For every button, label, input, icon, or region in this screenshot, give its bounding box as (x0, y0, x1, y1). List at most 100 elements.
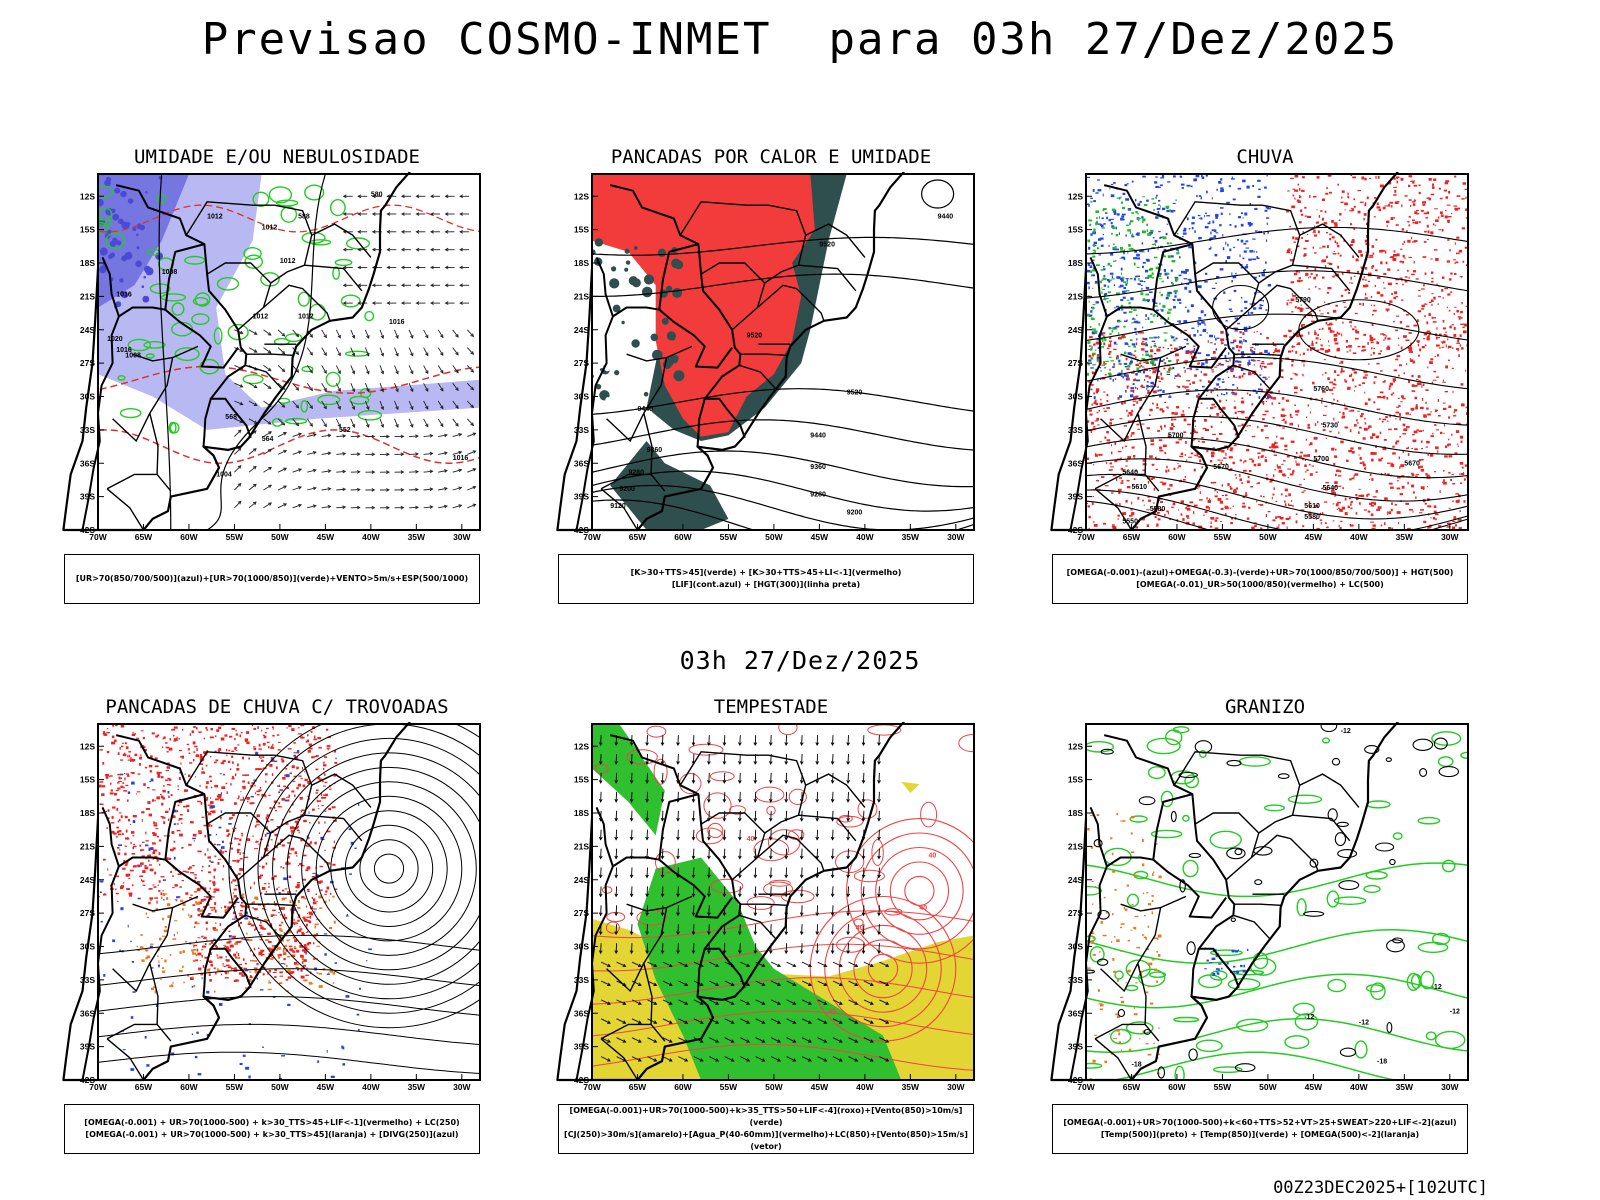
red-speckle (242, 785, 246, 789)
k-tts-blob (614, 370, 620, 376)
omega-red-speckle (1164, 362, 1167, 365)
wind-vector (467, 432, 476, 438)
omega-red-speckle (1442, 319, 1445, 323)
omega-red-speckle (1334, 383, 1337, 386)
omega-red-speckle (1141, 342, 1143, 345)
omega-blue-speckle (1100, 224, 1104, 228)
omega-blue-speckle (1136, 233, 1140, 236)
omega-red-speckle (1329, 191, 1332, 194)
omega-red-speckle (1460, 440, 1463, 443)
omega-blue-speckle (1202, 329, 1206, 332)
omega-red-speckle (1313, 437, 1318, 440)
omega-red-speckle (1362, 437, 1366, 440)
omega-blue-speckle (1124, 342, 1128, 345)
wind-vector (335, 382, 341, 392)
contour-label: 9440 (938, 214, 954, 221)
omega-red-speckle (1276, 435, 1278, 438)
omega-red-speckle (1302, 231, 1304, 234)
low-level-humidity-contour (243, 246, 262, 260)
omega-blue-speckle (1125, 198, 1130, 201)
omega-red-speckle (1246, 444, 1250, 447)
red-speckle (203, 898, 207, 901)
omega-red-speckle (1289, 259, 1294, 262)
red-speckle (201, 935, 204, 938)
omega-red-speckle (1415, 278, 1419, 280)
omega-blue-speckle (1232, 384, 1235, 386)
omega-red-speckle (1426, 197, 1431, 199)
omega-blue-speckle (1231, 347, 1235, 350)
wind-vector-head (380, 370, 385, 375)
red-speckle (309, 747, 313, 750)
omega-red-speckle (1286, 302, 1289, 306)
omega-green-speckle (1163, 255, 1166, 258)
omega-blue-speckle (1166, 209, 1170, 213)
omega-red-speckle (1179, 455, 1184, 458)
omega-blue-speckle (1220, 212, 1223, 215)
red-speckle (311, 906, 314, 909)
omega-red-speckle (1369, 473, 1372, 477)
uhr-blob (127, 222, 131, 226)
wind-vector (452, 433, 462, 438)
red-speckle (253, 727, 257, 730)
red-speckle (171, 728, 176, 731)
omega-blue-speckle (1265, 239, 1268, 242)
omega-red-speckle (1094, 420, 1098, 422)
omega-red-speckle (1160, 372, 1162, 375)
omega-red-speckle (1341, 506, 1346, 510)
omega-red-speckle (1414, 211, 1418, 214)
red-speckle (122, 753, 127, 757)
wind-vector-head (356, 487, 361, 492)
red-speckle (123, 860, 125, 863)
omega-red-speckle (1163, 359, 1165, 361)
red-speckle (213, 891, 216, 893)
wind-vector-head (458, 450, 463, 455)
omega-blue-speckle (1252, 185, 1255, 187)
red-speckle (201, 954, 203, 958)
red-speckle (294, 757, 299, 760)
red-speckle (108, 874, 113, 876)
omega-blue-speckle (1252, 258, 1257, 261)
omega-red-speckle (1208, 499, 1211, 502)
wind-vector (234, 501, 242, 509)
omega-red-speckle (1330, 323, 1334, 325)
omega-red-speckle (1342, 321, 1344, 324)
red-speckle (237, 763, 239, 767)
omega-blue-speckle (1115, 248, 1119, 251)
omega-green-speckle (1094, 330, 1098, 333)
wind-vector-head (459, 230, 463, 234)
lat-tick-label: 27S (80, 358, 95, 368)
omega-red-speckle (1292, 372, 1294, 374)
wind-vector (379, 400, 384, 410)
omega-red-speckle (1233, 489, 1237, 491)
red-speckle (308, 843, 311, 846)
omega-red-speckle (1455, 261, 1459, 264)
omega-red-speckle (1214, 488, 1217, 492)
red-speckle (284, 888, 288, 890)
red-speckle (168, 857, 171, 860)
omega-red-speckle (1089, 336, 1093, 339)
uhr-blob (144, 265, 151, 273)
omega-red-speckle (1399, 418, 1401, 421)
omega-red-speckle (1141, 366, 1145, 368)
omega-red-speckle (1331, 489, 1335, 492)
omega-green-speckle (1119, 257, 1122, 259)
clear-spot (600, 365, 604, 369)
contour-label: 9200 (847, 509, 863, 516)
omega-green-speckle (1171, 260, 1176, 263)
omega-red-speckle (1362, 463, 1366, 467)
omega-green-speckle (1092, 304, 1096, 306)
lon-tick-label: 55W (1214, 532, 1232, 542)
omega-red-speckle (1257, 482, 1260, 484)
red-speckle (235, 838, 239, 840)
wind-vector-head (283, 467, 288, 471)
omega-red-speckle (1462, 326, 1465, 329)
omega-green-speckle (1160, 317, 1164, 320)
wind-vector-head (425, 334, 429, 339)
wind-vector-head (268, 431, 273, 435)
k-tts-blob (625, 260, 631, 265)
red-speckle (262, 756, 265, 758)
red-speckle (317, 800, 322, 802)
omega-red-speckle (1401, 395, 1404, 398)
